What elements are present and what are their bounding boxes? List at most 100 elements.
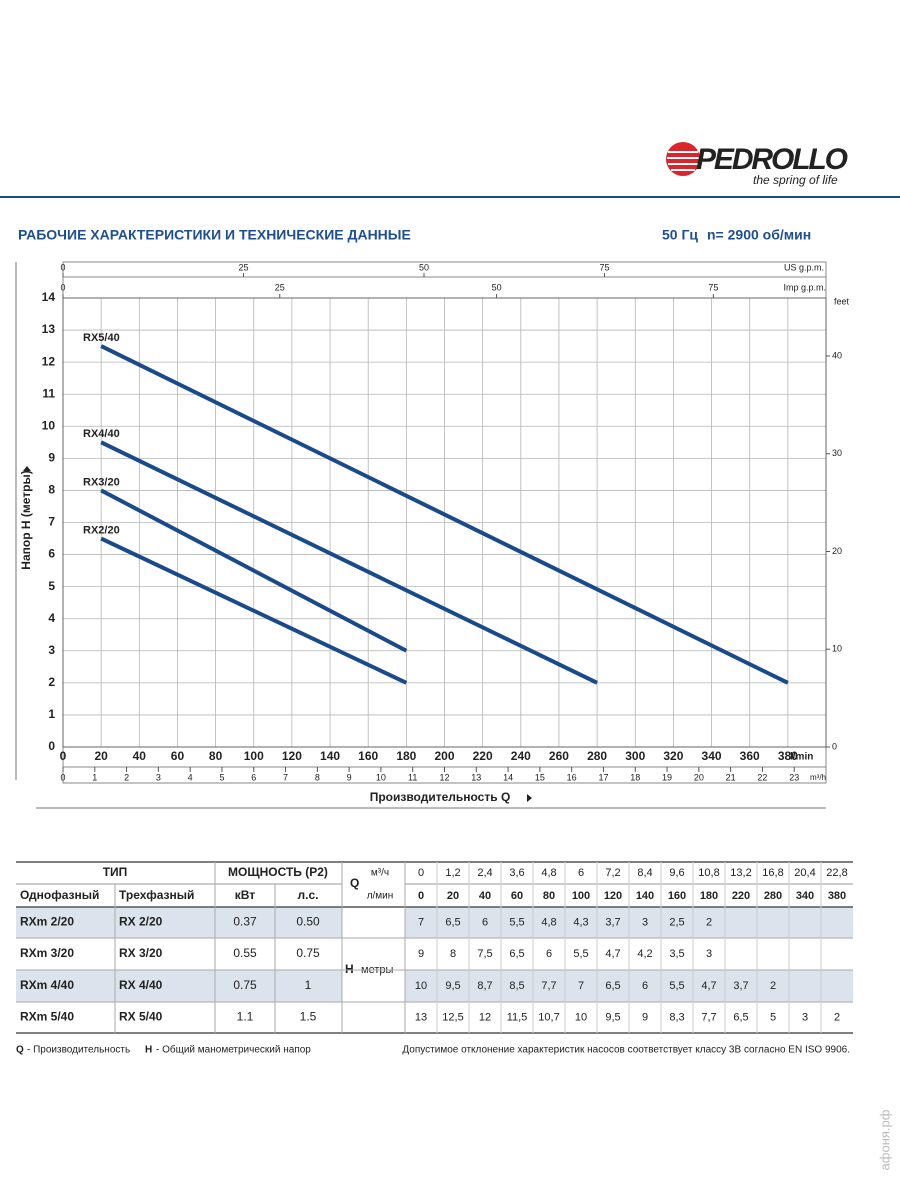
x-tick-label: 300 xyxy=(625,749,645,763)
head-value: 6 xyxy=(642,980,648,992)
x-arrow xyxy=(527,794,532,802)
m3h-tick-label: 18 xyxy=(630,772,640,782)
head-value: 4,8 xyxy=(541,916,556,928)
head-value: 3 xyxy=(706,948,712,960)
m3h-tick-label: 5 xyxy=(219,772,224,782)
q-m3h: 3,6 xyxy=(509,867,524,879)
head-value: 8,7 xyxy=(477,980,492,992)
q-lmin: 180 xyxy=(700,890,718,902)
q-m3h: 9,6 xyxy=(669,867,684,879)
curve-label: RX3/20 xyxy=(83,476,120,488)
m3h-tick-label: 8 xyxy=(315,772,320,782)
head-value: 5,5 xyxy=(573,948,588,960)
m3h-tick-label: 12 xyxy=(439,772,449,782)
m3h-tick-label: 2 xyxy=(124,772,129,782)
y-tick-label: 1 xyxy=(48,707,55,721)
q-lmin: 20 xyxy=(447,890,459,902)
x-tick-label: 260 xyxy=(549,749,569,763)
y2-tick-label: 20 xyxy=(832,546,842,556)
y-tick-label: 8 xyxy=(48,483,55,497)
model-three: RX 3/20 xyxy=(119,946,163,960)
head-value: 2 xyxy=(706,916,712,928)
model-three: RX 5/40 xyxy=(119,1010,163,1024)
y-tick-label: 13 xyxy=(42,322,56,336)
head-value: 8,3 xyxy=(669,1011,684,1023)
q-lmin: 40 xyxy=(479,890,491,902)
th-three: Трехфазный xyxy=(119,888,194,902)
x-tick-label: 380 xyxy=(778,749,798,763)
q-m3h: 13,2 xyxy=(730,867,751,879)
m3h-tick-label: 3 xyxy=(156,772,161,782)
q-m3h: 16,8 xyxy=(762,867,783,879)
x-tick-label: 200 xyxy=(434,749,454,763)
curve xyxy=(100,440,598,685)
power-kw: 0.37 xyxy=(233,915,257,929)
y2-tick-label: 0 xyxy=(832,741,837,751)
m3h-tick-label: 23 xyxy=(789,772,799,782)
q-m3h: 2,4 xyxy=(477,867,492,879)
th-hp: л.с. xyxy=(298,888,319,902)
m3h-tick-label: 22 xyxy=(757,772,767,782)
m3h-tick-label: 14 xyxy=(503,772,513,782)
y-axis-label: Напор H (метры) xyxy=(19,470,33,569)
curve xyxy=(100,488,408,653)
x-tick-label: 220 xyxy=(473,749,493,763)
logo: PEDROLLO the spring of life xyxy=(666,142,848,187)
model-single: RXm 3/20 xyxy=(20,946,74,960)
head-value: 5 xyxy=(770,1011,776,1023)
m3h-tick-label: 10 xyxy=(376,772,386,782)
y-tick-label: 6 xyxy=(48,547,55,561)
head-value: 3,5 xyxy=(669,948,684,960)
m3h-tick-label: 7 xyxy=(283,772,288,782)
plot-frame xyxy=(62,297,827,748)
head-value: 5,5 xyxy=(509,916,524,928)
y-tick-label: 4 xyxy=(48,611,55,625)
y-tick-label: 7 xyxy=(48,515,55,529)
x-tick-label: 40 xyxy=(133,749,147,763)
x-tick-label: 320 xyxy=(663,749,683,763)
head-value: 7,7 xyxy=(701,1011,716,1023)
curve xyxy=(100,344,789,685)
head-value: 5,5 xyxy=(669,980,684,992)
m3h-tick-label: 1 xyxy=(92,772,97,782)
y-tick-label: 10 xyxy=(42,418,56,432)
q-lmin: 280 xyxy=(764,890,782,902)
th-q: Q xyxy=(350,876,359,890)
q-lmin: 120 xyxy=(604,890,622,902)
head-value: 4,7 xyxy=(701,980,716,992)
power-hp: 0.75 xyxy=(296,946,320,960)
th-power: МОЩНОСТЬ (P2) xyxy=(228,865,328,879)
head-value: 6 xyxy=(546,948,552,960)
m3h-tick-label: 17 xyxy=(598,772,608,782)
head-value: 10 xyxy=(415,980,427,992)
head-value: 6,5 xyxy=(733,1011,748,1023)
model-single: RXm 2/20 xyxy=(20,915,74,929)
th-kw: кВт xyxy=(235,888,256,902)
y-tick-label: 12 xyxy=(42,354,56,368)
power-hp: 0.50 xyxy=(296,915,320,929)
head-value: 3 xyxy=(642,916,648,928)
logo-stripes xyxy=(667,151,699,171)
head-value: 9,5 xyxy=(445,980,460,992)
x-tick-label: 0 xyxy=(60,749,67,763)
y2-tick-label: 30 xyxy=(832,448,842,458)
head-value: 7,5 xyxy=(477,948,492,960)
q-lmin: 340 xyxy=(796,890,814,902)
x-unit: l/min xyxy=(790,752,813,763)
q-lmin: 220 xyxy=(732,890,750,902)
head-value: 9,5 xyxy=(605,1011,620,1023)
head-value: 7,7 xyxy=(541,980,556,992)
m3h-tick-label: 4 xyxy=(188,772,193,782)
power-hp: 1 xyxy=(305,978,312,992)
x-tick-label: 20 xyxy=(94,749,108,763)
th-type: ТИП xyxy=(103,865,128,879)
y2-tick-label: 40 xyxy=(832,350,842,360)
q-lmin: 100 xyxy=(572,890,590,902)
power-hp: 1.5 xyxy=(300,1010,317,1024)
frequency: 50 Гц xyxy=(662,227,698,243)
q-lmin: 380 xyxy=(828,890,846,902)
head-value: 10,7 xyxy=(538,1011,559,1023)
x-tick-label: 340 xyxy=(702,749,722,763)
m3h-tick-label: 6 xyxy=(251,772,256,782)
